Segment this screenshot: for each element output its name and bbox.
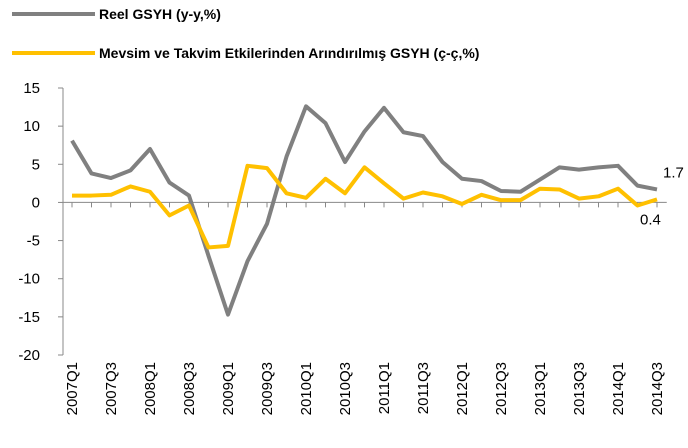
x-tick-label: 2012Q3 [493, 362, 510, 415]
x-tick-label: 2014Q1 [610, 362, 627, 415]
x-tick-label: 2011Q1 [376, 362, 393, 414]
legend-label: Reel GSYH (y-y,%) [99, 6, 221, 22]
x-tick-label: 2013Q1 [532, 362, 549, 415]
x-tick-label: 2008Q1 [142, 362, 159, 415]
x-tick-label: 2007Q1 [64, 362, 81, 415]
series-line [70, 104, 658, 317]
y-tick-label: -20 [18, 347, 40, 364]
x-tick-label: 2010Q3 [337, 362, 354, 415]
y-tick-label: -5 [27, 233, 40, 250]
x-tick-label: 2010Q1 [298, 362, 315, 415]
series-line [72, 163, 658, 250]
x-tick-label: 2011Q3 [415, 362, 432, 414]
data-label: 0.4 [640, 211, 661, 228]
x-tick-label: 2007Q3 [103, 362, 120, 415]
x-tick-label: 2014Q3 [649, 362, 666, 415]
data-label: 1.7 [663, 164, 684, 181]
y-tick-label: 15 [23, 80, 40, 97]
legend-label: Mevsim ve Takvim Etkilerinden Arındırılm… [99, 45, 479, 61]
x-tick-label: 2008Q3 [181, 362, 198, 415]
y-tick-label: 5 [32, 156, 40, 173]
x-tick-label: 2009Q3 [259, 362, 276, 415]
y-tick-label: -10 [18, 271, 40, 288]
y-tick-label: -15 [18, 309, 40, 326]
x-tick-label: 2013Q3 [571, 362, 588, 415]
y-tick-label: 10 [23, 118, 40, 135]
x-tick-label: 2009Q1 [220, 362, 237, 415]
x-tick-label: 2012Q1 [454, 362, 471, 415]
y-tick-label: 0 [32, 194, 40, 211]
